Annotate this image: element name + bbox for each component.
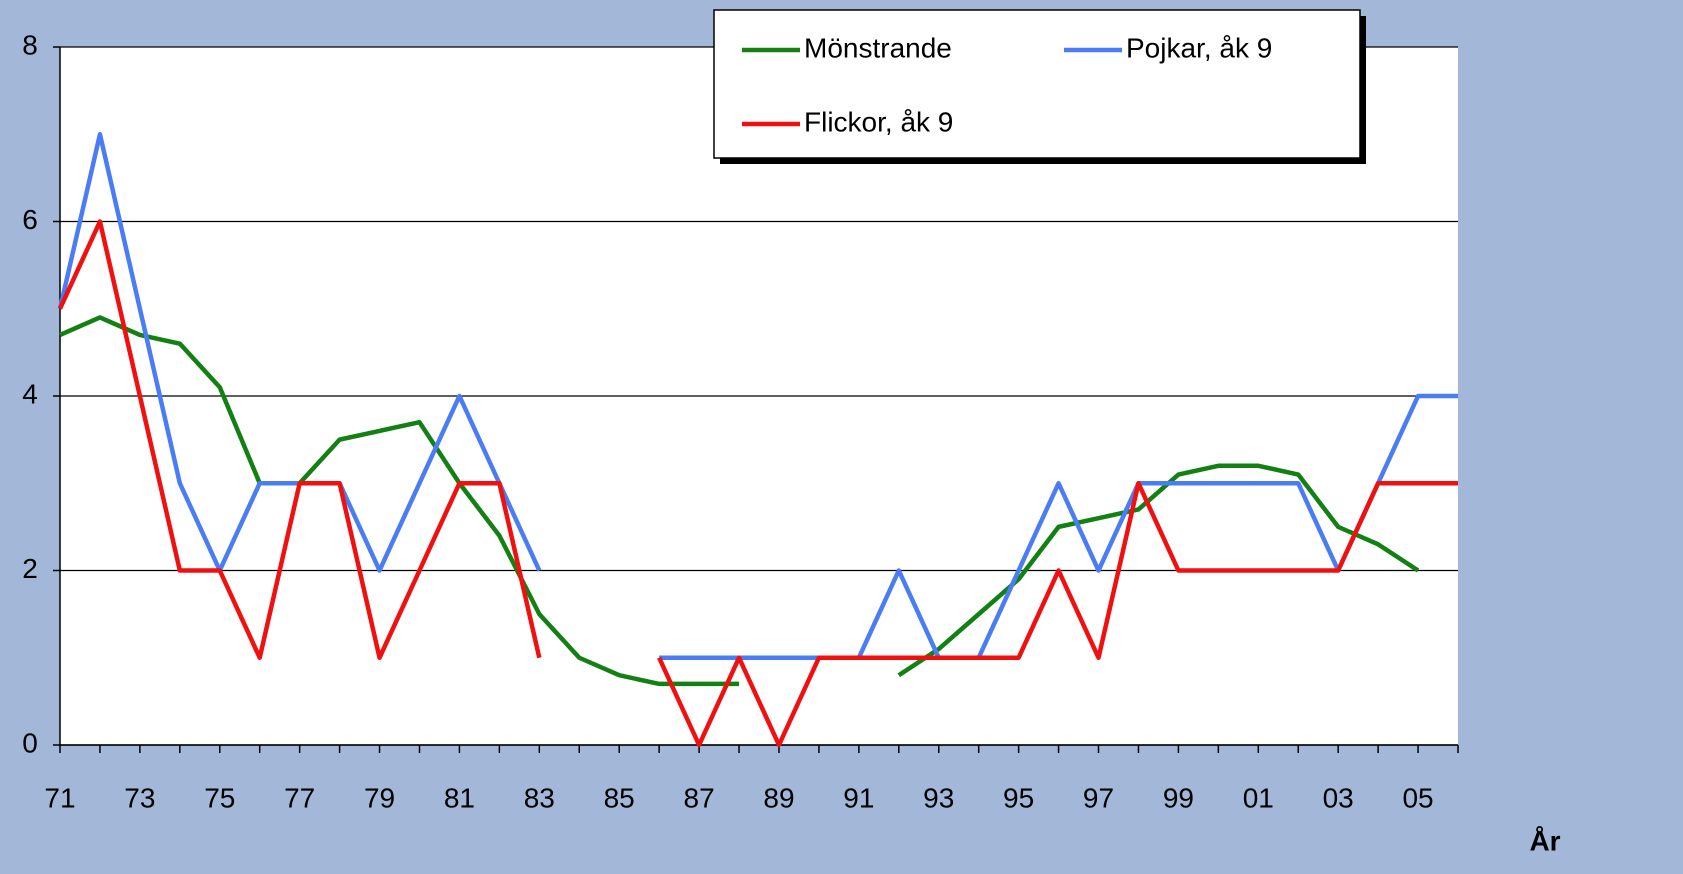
x-tick-label: 89	[763, 782, 794, 813]
x-tick-label: 05	[1402, 782, 1433, 813]
x-axis-label: År	[1529, 825, 1560, 856]
x-tick-label: 99	[1163, 782, 1194, 813]
x-tick-label: 95	[1003, 782, 1034, 813]
y-tick-label: 4	[22, 378, 38, 409]
x-tick-label: 75	[204, 782, 235, 813]
x-tick-label: 73	[124, 782, 155, 813]
series-line	[57, 219, 1458, 748]
x-tick-label: 87	[684, 782, 715, 813]
y-tick-label: 0	[22, 727, 38, 758]
series-line	[59, 315, 1420, 687]
x-tick-label: 83	[524, 782, 555, 813]
x-tick-label: 01	[1243, 782, 1274, 813]
y-tick-label: 6	[22, 204, 38, 235]
legend-label: Mönstrande	[804, 32, 952, 63]
legend-label: Flickor, åk 9	[804, 106, 953, 137]
x-tick-label: 85	[604, 782, 635, 813]
y-tick-label: 8	[22, 29, 38, 60]
legend-box	[713, 9, 1361, 159]
legend-label: Pojkar, åk 9	[1126, 32, 1272, 63]
x-tick-label: 03	[1323, 782, 1354, 813]
x-tick-label: 97	[1083, 782, 1114, 813]
x-tick-label: 91	[843, 782, 874, 813]
y-tick-label: 2	[22, 553, 38, 584]
x-tick-label: 77	[284, 782, 315, 813]
x-tick-label: 81	[444, 782, 475, 813]
x-tick-label: 71	[44, 782, 75, 813]
x-tick-label: 79	[364, 782, 395, 813]
x-tick-label: 93	[923, 782, 954, 813]
